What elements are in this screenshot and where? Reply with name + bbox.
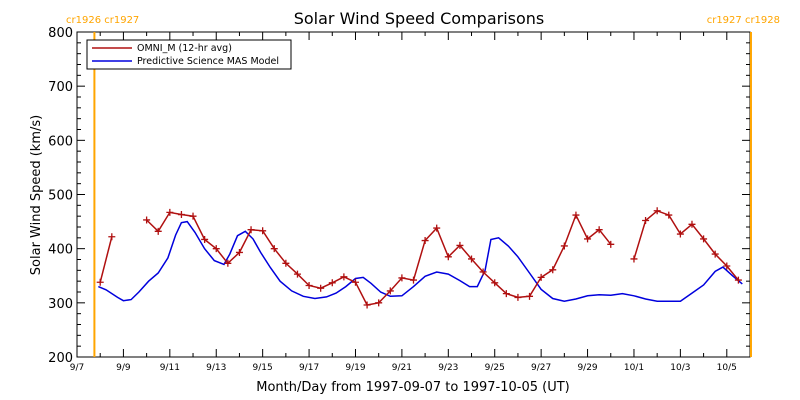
x-tick-label: 9/9 [116,363,131,373]
data-point-omni [653,207,661,215]
data-point-omni [734,276,742,284]
y-tick-label: 600 [48,134,73,149]
data-point-omni [224,259,232,267]
data-point-omni [293,270,301,278]
x-tick-label: 9/13 [206,363,226,373]
data-point-omni [282,259,290,267]
data-point-omni [177,211,185,219]
data-point-omni [270,245,278,253]
y-tick-label: 300 [48,297,73,312]
data-point-omni [201,235,209,243]
data-point-omni [375,299,383,307]
data-point-omni [386,287,394,295]
x-tick-label: 9/19 [345,363,365,373]
data-point-omni [560,242,568,250]
data-point-omni [665,211,673,219]
data-point-omni [526,292,534,300]
data-point-omni [549,266,557,274]
data-point-omni [676,230,684,238]
cr-label-right: cr1927 cr1928 [707,15,780,26]
x-tick-label: 9/27 [531,363,551,373]
x-tick-label: 9/17 [299,363,319,373]
plot-frame [76,31,751,358]
data-point-omni [421,237,429,245]
chart-title: Solar Wind Speed Comparisons [294,9,545,28]
data-point-omni [305,282,313,289]
data-point-omni [688,220,696,228]
data-point-omni [711,250,719,258]
x-tick-label: 10/5 [717,363,737,373]
data-point-omni [398,274,406,282]
x-tick-label: 9/21 [392,363,412,373]
data-point-omni [479,268,487,276]
x-tick-label: 9/11 [160,363,180,373]
data-point-omni [328,279,336,287]
data-point-omni [468,255,476,263]
data-point-omni [410,276,417,284]
data-point-omni [96,278,104,286]
data-point-omni [154,227,162,235]
data-point-omni [235,248,243,256]
y-tick-label: 400 [48,243,73,258]
data-point-omni [642,217,650,224]
data-point-omni [189,212,197,220]
x-tick-label: 9/23 [438,363,458,373]
y-tick-label: 700 [48,80,73,95]
data-point-omni [537,273,545,281]
x-tick-label: 10/3 [670,363,690,373]
data-point-omni [572,211,580,219]
data-point-omni [212,245,220,253]
y-tick-label: 200 [48,351,73,366]
x-tick-label: 9/7 [70,363,84,373]
x-axis-label: Month/Day from 1997-09-07 to 1997-10-05 … [256,380,569,395]
data-point-omni [363,301,371,309]
data-point-omni [607,240,615,248]
data-point-omni [444,253,452,261]
y-tick-label: 500 [48,189,73,204]
legend: OMNI_M (12-hr avg) Predictive Science MA… [86,39,292,70]
plot-area: 200 300 400 500 600 700 800 9/7 9/9 9/11 9/13 9/15 9… [48,26,752,373]
x-tick-label: 9/15 [253,363,273,373]
data-point-omni [700,235,708,243]
data-point-omni [502,290,510,298]
y-axis-label: Solar Wind Speed (km/s) [29,115,44,275]
data-point-omni [108,233,116,241]
series-line-mas-model [98,220,743,302]
legend-label-omni: OMNI_M (12-hr avg) [137,43,232,54]
data-point-omni [584,235,592,243]
data-point-omni [433,224,441,232]
legend-label-mas: Predictive Science MAS Model [137,56,279,67]
series-line-omni [99,236,113,283]
data-point-omni [166,208,174,216]
data-point-omni [340,273,348,281]
data-point-omni [514,293,522,301]
legend-box [86,39,292,70]
x-tick-label: 9/25 [485,363,505,373]
data-point-omni [317,284,325,292]
data-point-omni [723,262,731,270]
data-point-omni [351,278,359,286]
data-point-omni [247,226,255,234]
data-point-omni [259,227,267,235]
data-point-omni [595,226,603,234]
cr-label-left: cr1926 cr1927 [66,15,139,26]
data-point-omni [456,241,464,249]
data-point-omni [630,255,638,263]
data-point-omni [491,279,499,287]
y-tick-label: 800 [48,26,73,41]
data-point-omni [143,216,151,224]
series-line-omni [633,209,739,281]
x-tick-label: 10/1 [624,363,644,373]
x-tick-label: 9/29 [577,363,597,373]
